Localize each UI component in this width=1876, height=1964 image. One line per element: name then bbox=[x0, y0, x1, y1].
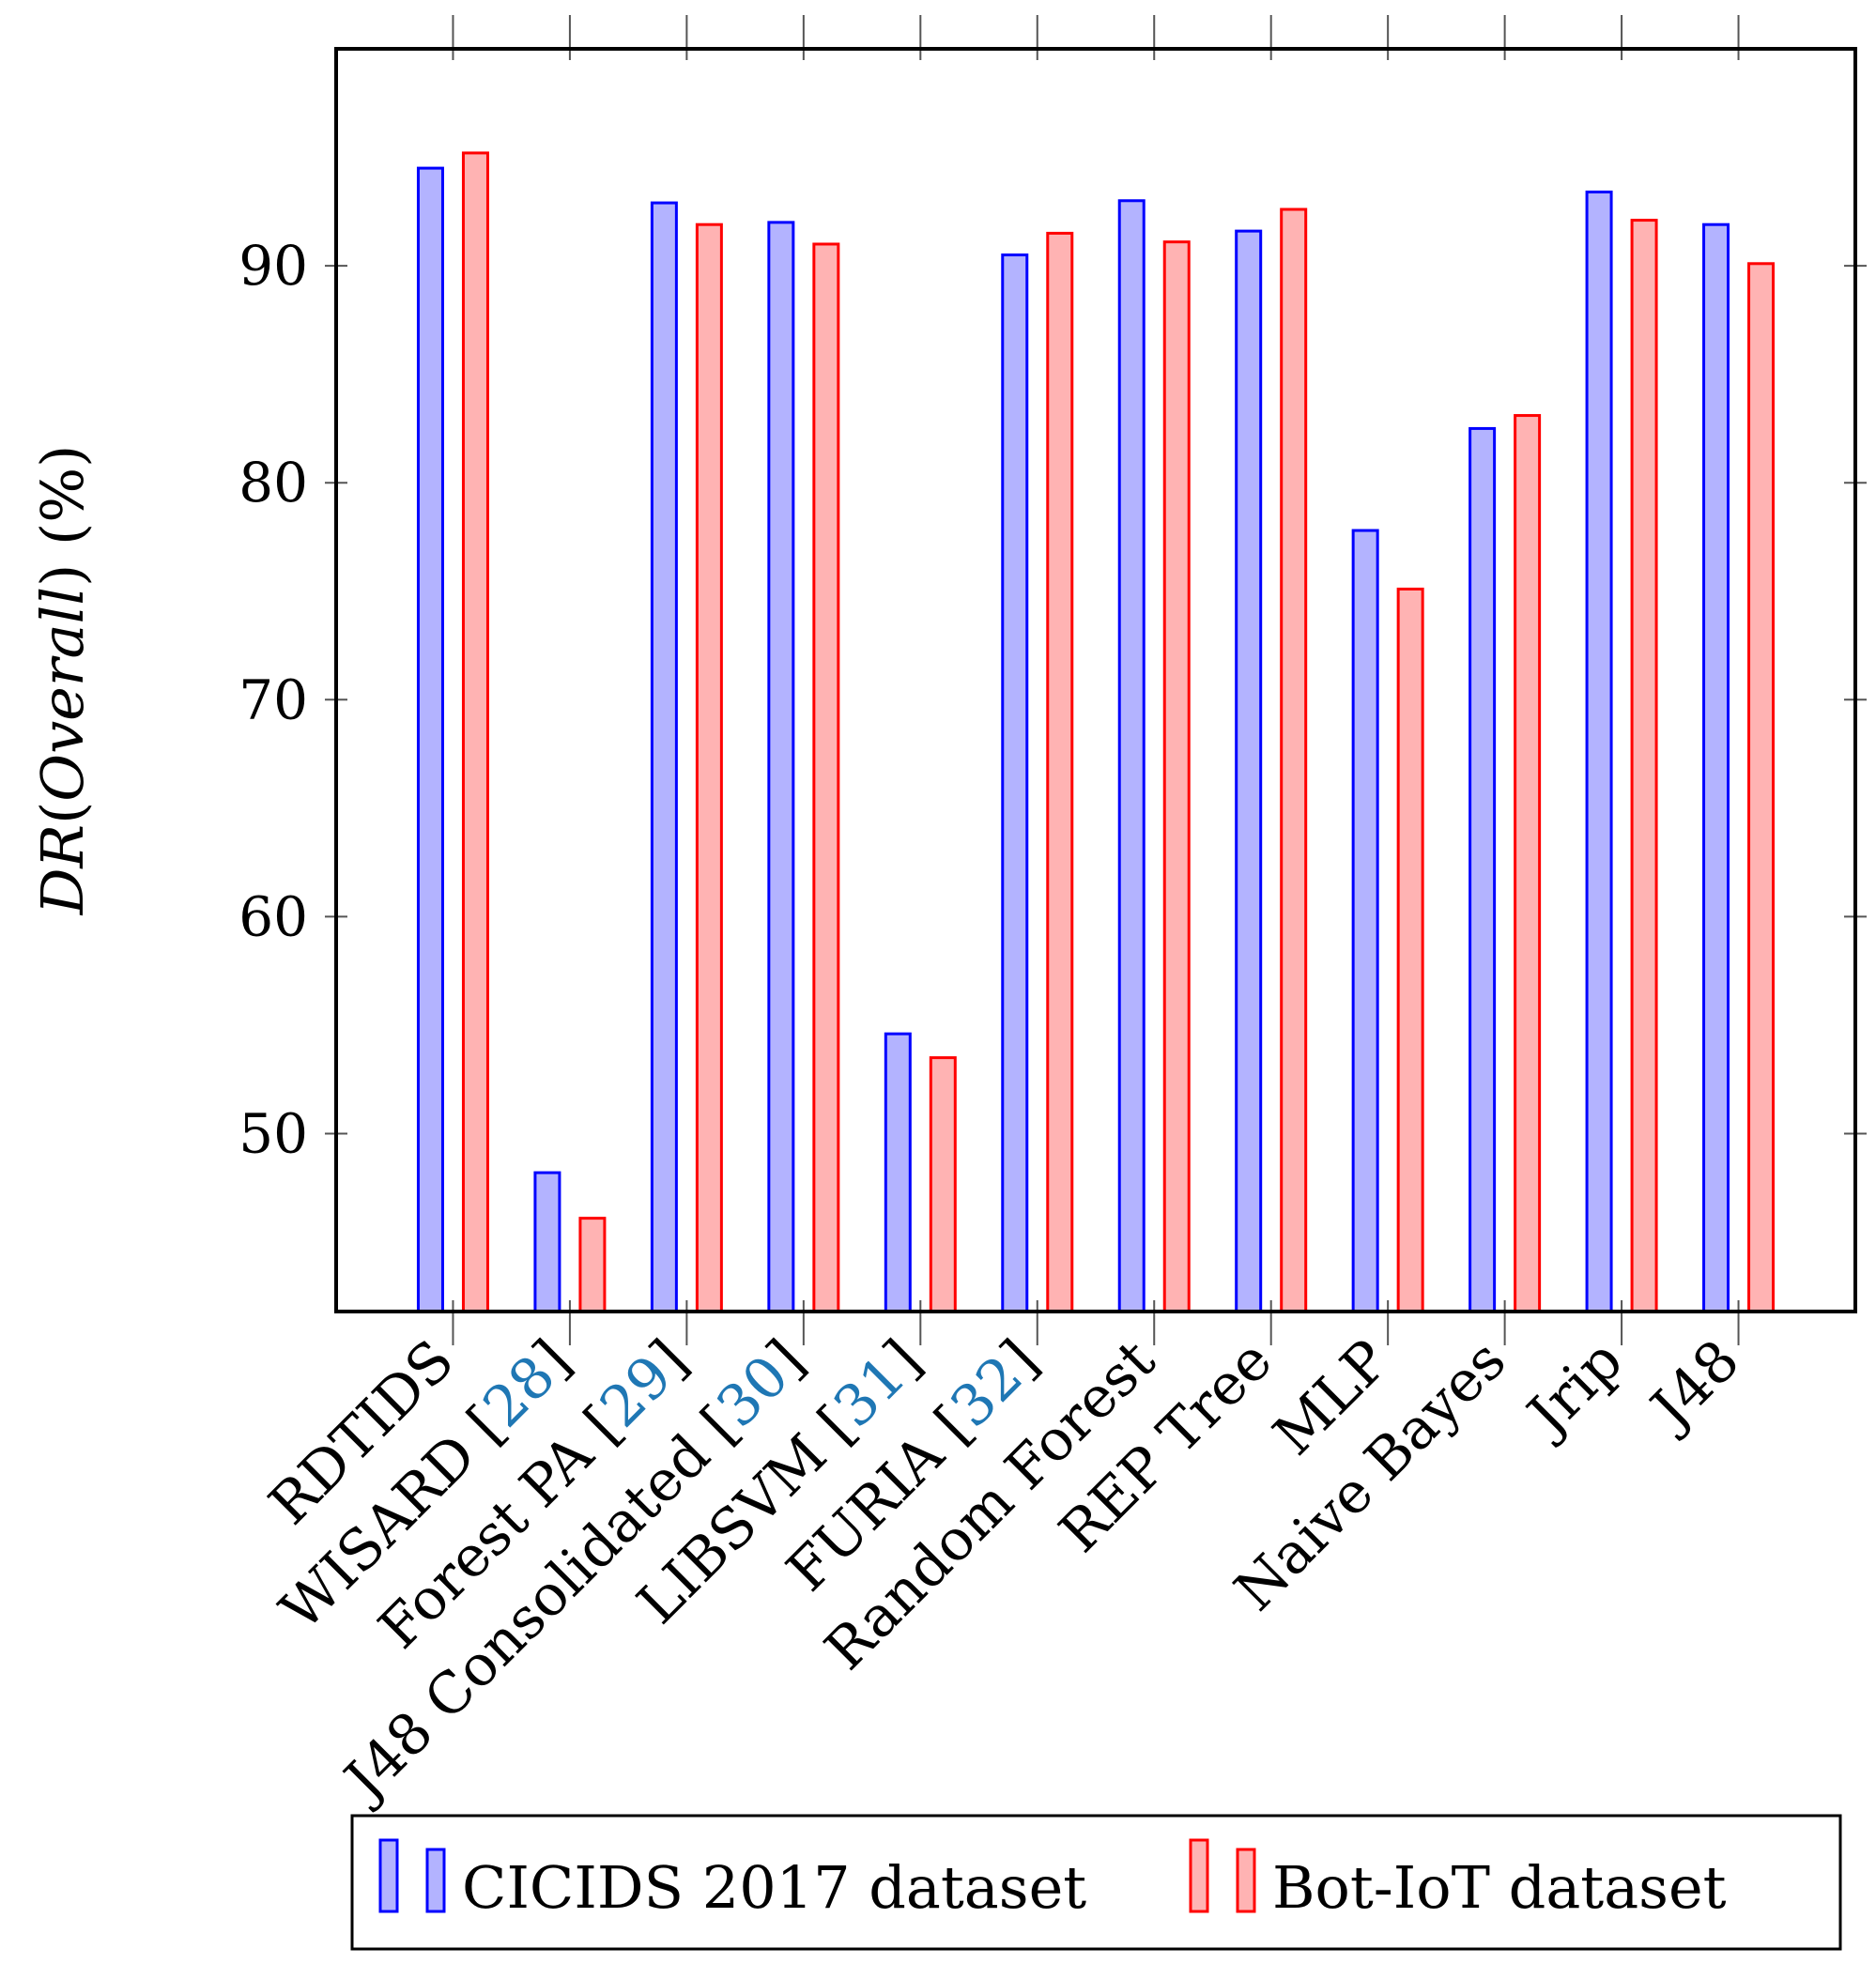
bar-cicids-wisard bbox=[533, 1171, 561, 1313]
bar-botiot-random-forest bbox=[1162, 240, 1191, 1313]
y-axis-title: DR(Overall) (%) bbox=[28, 445, 97, 916]
legend-box bbox=[350, 1814, 1842, 1951]
y-tick-labels: 50 60 70 80 90 bbox=[238, 234, 308, 1165]
category-label: Jrip bbox=[1512, 1327, 1636, 1451]
bar-botiot-furia bbox=[1046, 231, 1074, 1313]
legend-swatch-botiot-2 bbox=[1236, 1848, 1256, 1913]
y-tick-label: 50 bbox=[238, 1101, 308, 1165]
category-label: J48 bbox=[1635, 1327, 1752, 1445]
bar-botiot-libsvm bbox=[929, 1056, 957, 1313]
bar-cicids-rdtids bbox=[416, 166, 444, 1313]
y-tick-label: 80 bbox=[238, 451, 308, 514]
bar-botiot-j48-consolidated bbox=[812, 242, 840, 1313]
bar-cicids-libsvm bbox=[884, 1032, 912, 1313]
bar-cicids-j48 bbox=[1702, 222, 1730, 1313]
bar-botiot-forest-pa bbox=[695, 222, 723, 1313]
bar-cicids-mlp bbox=[1351, 529, 1379, 1313]
bar-botiot-rdtids bbox=[461, 151, 489, 1313]
legend-label-botiot: Bot-IoT dataset bbox=[1272, 1853, 1727, 1922]
bar-cicids-jrip bbox=[1585, 191, 1613, 1313]
bar-cicids-furia bbox=[1001, 253, 1029, 1313]
bars bbox=[416, 151, 1776, 1313]
bar-botiot-naive-bayes bbox=[1514, 414, 1542, 1313]
bar-botiot-j48 bbox=[1747, 262, 1776, 1313]
y-tick-label: 70 bbox=[238, 667, 308, 731]
bar-cicids-naive-bayes bbox=[1469, 426, 1497, 1313]
bar-cicids-rep-tree bbox=[1235, 229, 1263, 1313]
legend-swatch-cicids bbox=[378, 1838, 399, 1913]
legend: CICIDS 2017 dataset Bot-IoT dataset bbox=[350, 1814, 1842, 1951]
bar-cicids-random-forest bbox=[1117, 199, 1146, 1313]
bar-botiot-jrip bbox=[1630, 219, 1658, 1313]
legend-swatch-cicids-2 bbox=[425, 1848, 446, 1913]
y-tick-label: 90 bbox=[238, 234, 308, 298]
bar-botiot-rep-tree bbox=[1280, 207, 1308, 1313]
plot-area-frame bbox=[334, 47, 1857, 1313]
y-tick-label: 60 bbox=[238, 884, 308, 948]
bar-cicids-j48-consolidated bbox=[767, 221, 795, 1313]
bar-botiot-mlp bbox=[1396, 587, 1424, 1313]
bar-cicids-forest-pa bbox=[650, 201, 678, 1313]
legend-swatch-botiot bbox=[1189, 1838, 1209, 1913]
tick-marks bbox=[325, 15, 1867, 1345]
bar-botiot-wisard bbox=[578, 1217, 607, 1313]
legend-label-cicids: CICIDS 2017 dataset bbox=[462, 1853, 1086, 1922]
